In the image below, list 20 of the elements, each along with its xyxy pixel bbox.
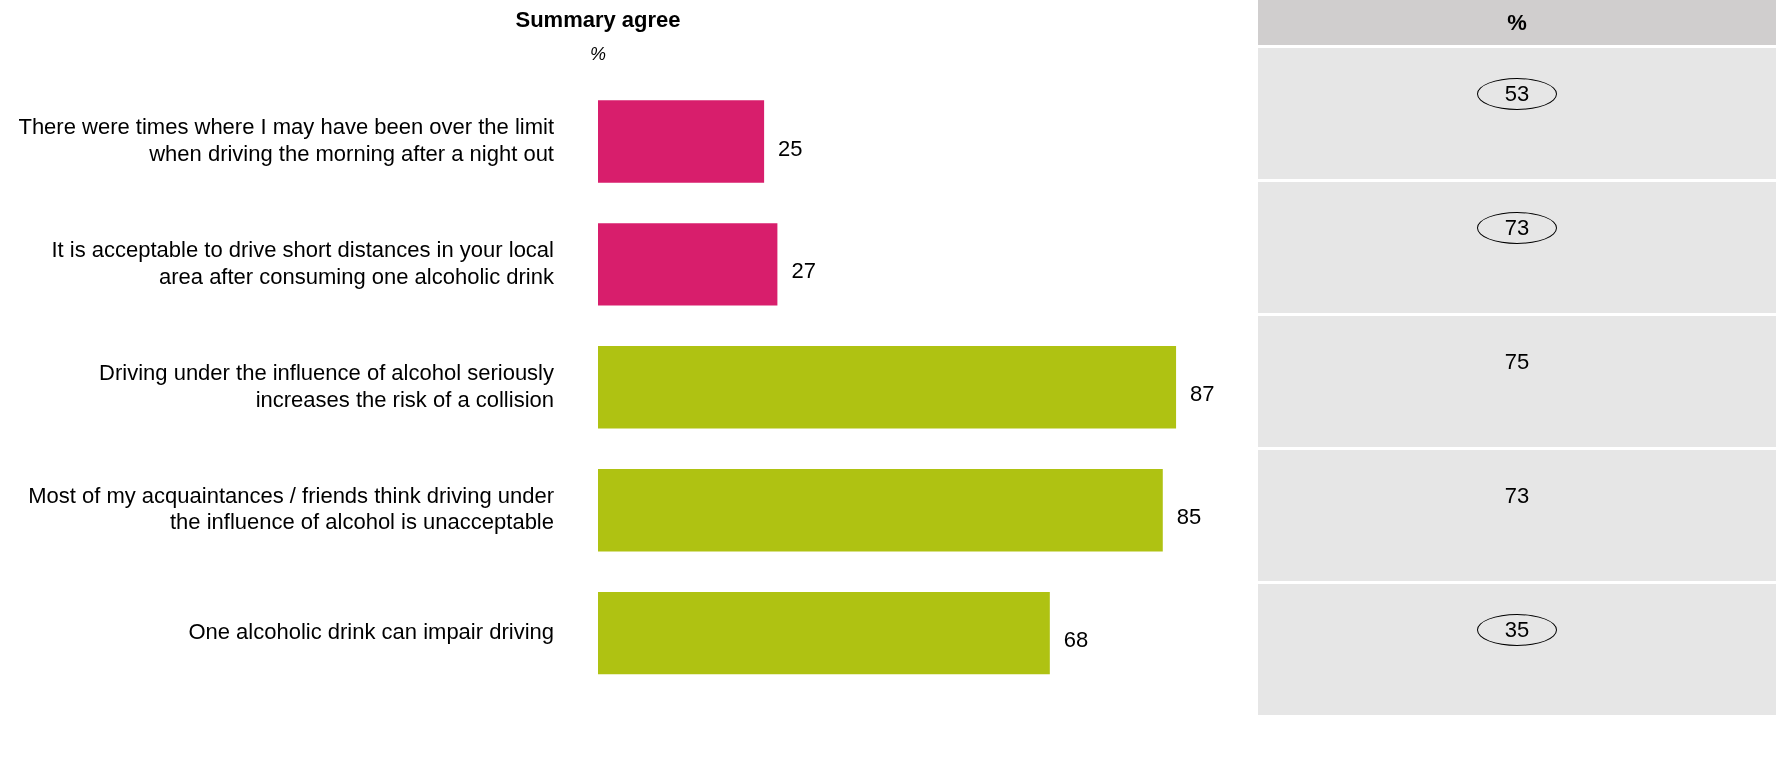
data-label: 25 bbox=[778, 135, 803, 161]
y-tick-label: There were times where I may have been over the limit when driving the morning after a night out bbox=[18, 114, 554, 166]
y-tick-label: It is acceptable to drive short distances in your local area after consuming one alcoholic drink bbox=[51, 237, 555, 289]
chart-title: Summary agree bbox=[515, 7, 681, 33]
bar bbox=[598, 100, 765, 183]
y-tick-label: Driving under the influence of alcohol seriously increases the risk of a collision bbox=[99, 360, 554, 412]
data-label: 85 bbox=[1176, 504, 1202, 530]
bar bbox=[598, 591, 1050, 675]
bar bbox=[598, 346, 1177, 429]
text: 73 bbox=[1503, 482, 1531, 510]
y-tick-label: Most of my acquaintances / friends think driving under the influence of alcohol is unacceptable bbox=[28, 483, 554, 535]
text: 75 bbox=[1503, 348, 1531, 376]
text: % bbox=[1258, 0, 1776, 48]
y-tick-label: One alcoholic drink can impair driving bbox=[188, 619, 554, 645]
bar bbox=[598, 223, 778, 306]
bar bbox=[598, 469, 1163, 552]
data-label: 68 bbox=[1063, 627, 1089, 653]
data-label: 87 bbox=[1190, 381, 1215, 407]
data-label: 27 bbox=[791, 258, 816, 284]
chart-subtitle: % bbox=[589, 44, 607, 65]
